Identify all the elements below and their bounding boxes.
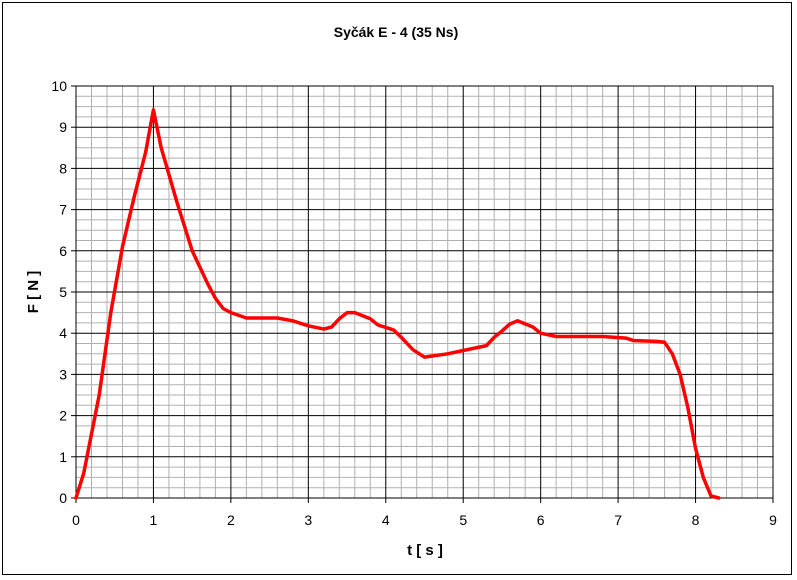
y-tick-label: 4	[59, 325, 67, 341]
y-tick-label: 9	[59, 119, 67, 135]
x-axis-ticks: 0 1 2 3 4 5 6 7 8 9	[72, 498, 777, 528]
chart-title: Syčák E - 4 (35 Ns)	[334, 24, 459, 40]
y-tick-label: 1	[59, 449, 67, 465]
y-axis-ticks: 0 1 2 3 4 5 6 7 8 9 10	[51, 78, 76, 506]
x-tick-label: 9	[769, 512, 777, 528]
y-tick-label: 5	[59, 284, 67, 300]
x-tick-label: 8	[692, 512, 700, 528]
series-line	[74, 108, 721, 500]
x-tick-label: 2	[227, 512, 235, 528]
series-group	[74, 108, 721, 500]
x-tick-label: 0	[72, 512, 80, 528]
y-tick-label: 3	[59, 366, 67, 382]
x-tick-label: 5	[459, 512, 467, 528]
x-tick-label: 3	[304, 512, 312, 528]
y-tick-label: 2	[59, 408, 67, 424]
y-tick-label: 10	[51, 78, 67, 94]
x-axis-label: t [ s ]	[407, 542, 443, 559]
y-tick-label: 7	[59, 202, 67, 218]
y-tick-label: 0	[59, 490, 67, 506]
x-tick-label: 7	[614, 512, 622, 528]
chart-frame	[2, 2, 792, 575]
y-tick-label: 8	[59, 160, 67, 176]
x-tick-label: 1	[150, 512, 158, 528]
x-tick-label: 4	[382, 512, 390, 528]
grid	[75, 85, 774, 499]
y-tick-label: 6	[59, 243, 67, 259]
y-axis-label: F [ N ]	[25, 271, 42, 314]
x-tick-label: 6	[537, 512, 545, 528]
